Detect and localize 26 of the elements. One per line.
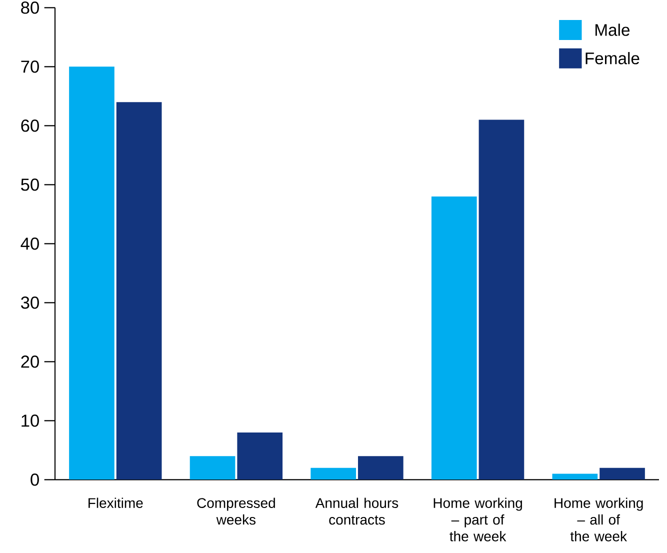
y-tick-label: 80 — [21, 2, 39, 14]
bar — [431, 196, 477, 480]
x-tick-label: Home working – all of the week — [554, 498, 643, 542]
y-tick-label: 70 — [21, 60, 39, 73]
bar — [552, 474, 598, 480]
y-tick-label: 10 — [22, 414, 39, 427]
bar — [478, 120, 524, 480]
y-tick-label: 30 — [21, 296, 39, 309]
legend-label: Male — [595, 24, 630, 36]
y-tick-label: 20 — [21, 356, 39, 368]
bar — [237, 432, 283, 480]
bar — [600, 468, 645, 480]
x-tick-label: Annual hours contracts — [315, 498, 398, 525]
y-tick-label: 40 — [20, 238, 39, 250]
legend-label: Female — [586, 52, 640, 64]
x-tick-label: Compressed weeks — [197, 498, 275, 525]
bar — [310, 468, 356, 480]
x-tick-label: Flexitime — [88, 498, 143, 508]
x-tick-label: Home working – part of the week — [434, 498, 522, 542]
bar — [69, 66, 114, 480]
y-tick-label: 0 — [30, 474, 39, 486]
y-tick-label: 60 — [21, 120, 39, 132]
bar — [358, 456, 404, 480]
y-tick-label: 50 — [21, 178, 39, 191]
bar — [116, 102, 162, 480]
bar — [190, 456, 236, 480]
